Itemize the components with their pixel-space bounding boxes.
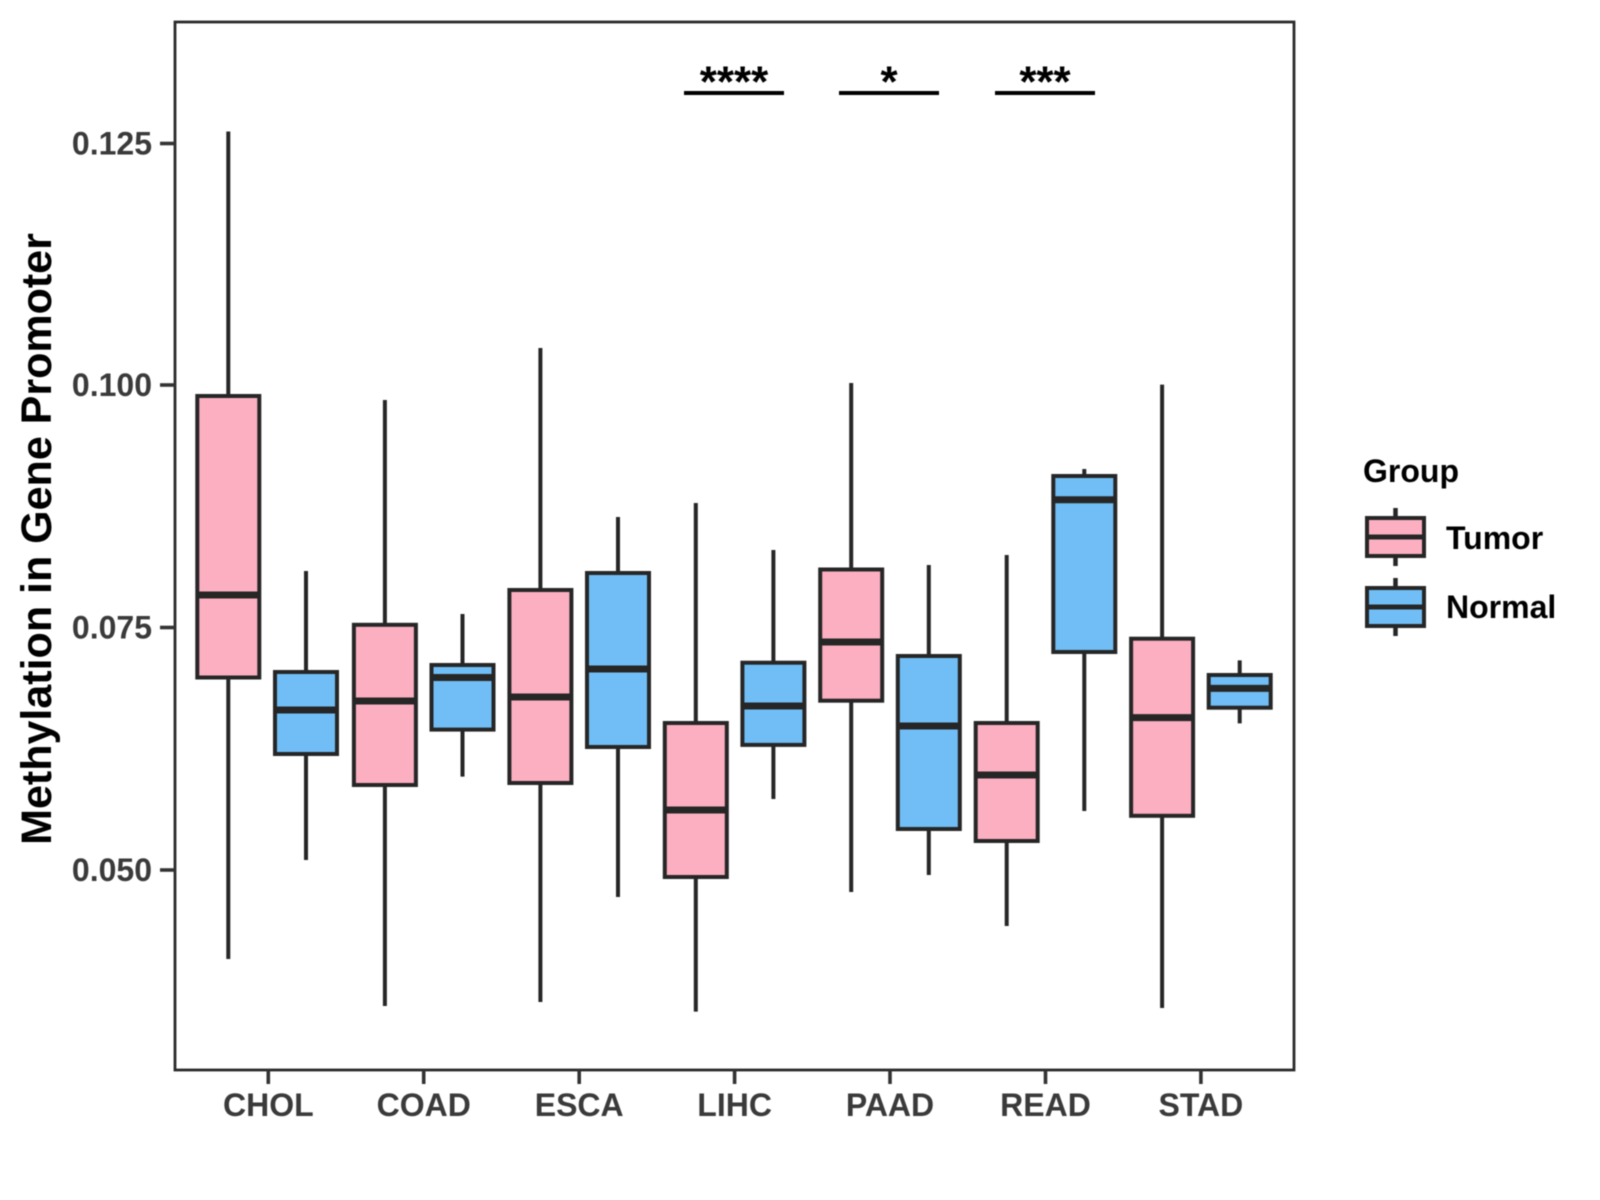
svg-text:CHOL: CHOL	[223, 1087, 314, 1123]
svg-text:READ: READ	[1000, 1087, 1091, 1123]
svg-text:0.075: 0.075	[72, 610, 152, 646]
svg-text:Normal: Normal	[1446, 589, 1556, 625]
svg-text:*: *	[880, 58, 898, 107]
svg-text:***: ***	[1019, 58, 1071, 107]
svg-text:ESCA: ESCA	[535, 1087, 624, 1123]
svg-text:0.050: 0.050	[72, 852, 152, 888]
svg-text:0.100: 0.100	[72, 367, 152, 403]
svg-text:0.125: 0.125	[72, 126, 152, 162]
svg-text:Tumor: Tumor	[1446, 520, 1543, 556]
svg-text:COAD: COAD	[377, 1087, 471, 1123]
svg-text:STAD: STAD	[1159, 1087, 1244, 1123]
svg-text:PAAD: PAAD	[846, 1087, 934, 1123]
svg-text:Methylation in Gene Promoter: Methylation in Gene Promoter	[13, 233, 61, 845]
svg-text:Group: Group	[1363, 453, 1459, 489]
svg-text:****: ****	[700, 58, 769, 107]
svg-text:LIHC: LIHC	[697, 1087, 772, 1123]
